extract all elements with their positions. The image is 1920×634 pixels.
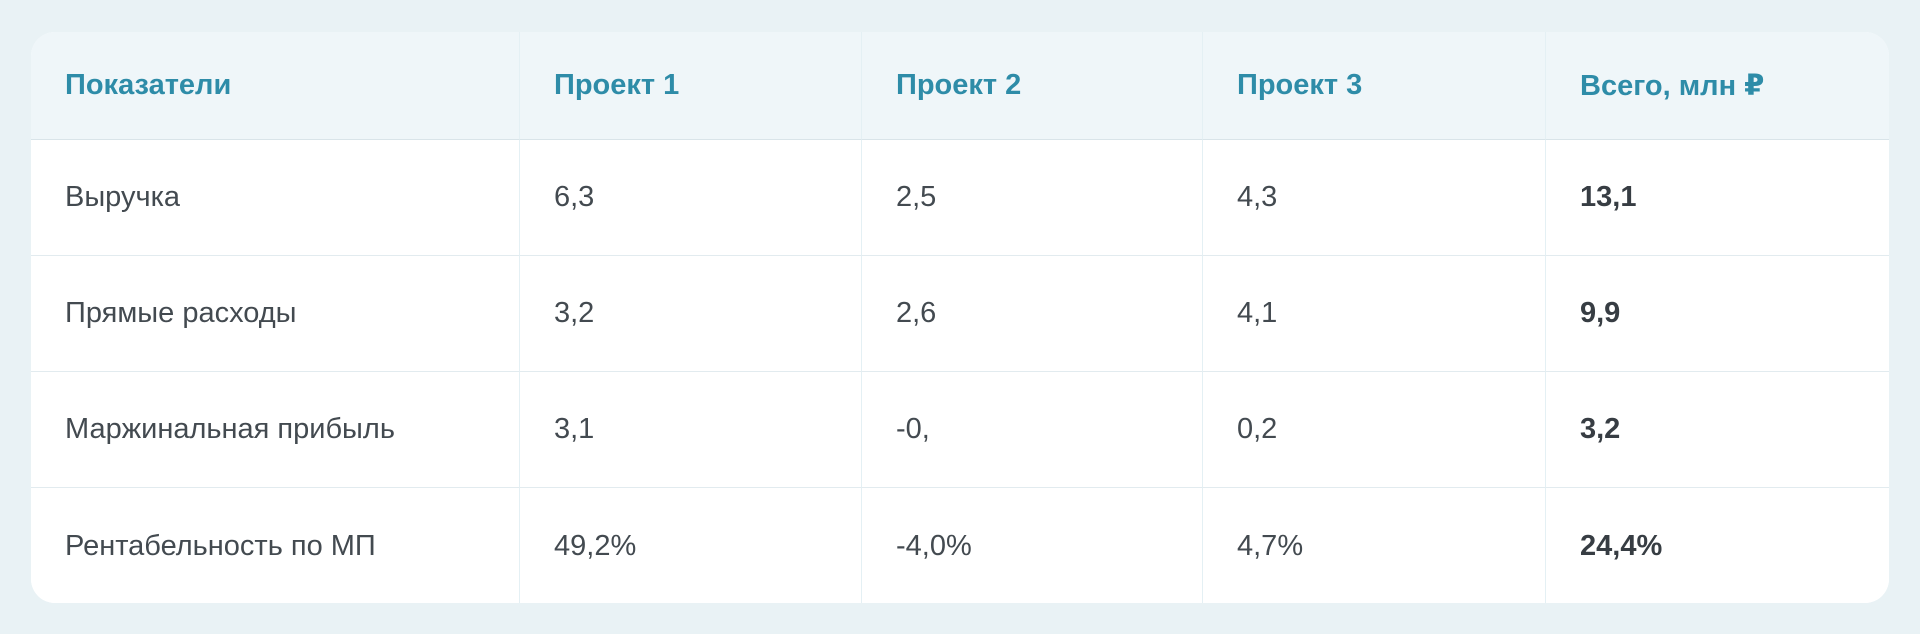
row-label: Прямые расходы xyxy=(31,256,519,372)
cell-project-3: 0,2 xyxy=(1202,372,1545,488)
table-row-mp-profitability: Рентабельность по МП 49,2% -4,0% 4,7% 24… xyxy=(31,488,1889,603)
col-header-project-3: Проект 3 xyxy=(1202,32,1545,140)
row-label: Маржинальная прибыль xyxy=(31,372,519,488)
indicators-table: Показатели Проект 1 Проект 2 Проект 3 Вс… xyxy=(31,32,1889,603)
cell-project-3: 4,7% xyxy=(1202,488,1545,603)
cell-project-2: -4,0% xyxy=(861,488,1202,603)
row-label: Рентабельность по МП xyxy=(31,488,519,603)
row-label: Выручка xyxy=(31,140,519,256)
cell-project-1: 6,3 xyxy=(519,140,861,256)
col-header-project-1: Проект 1 xyxy=(519,32,861,140)
cell-project-1: 49,2% xyxy=(519,488,861,603)
cell-total: 3,2 xyxy=(1545,372,1889,488)
cell-project-1: 3,2 xyxy=(519,256,861,372)
table-row-revenue: Выручка 6,3 2,5 4,3 13,1 xyxy=(31,140,1889,256)
header-row: Показатели Проект 1 Проект 2 Проект 3 Вс… xyxy=(31,32,1889,140)
cell-total: 9,9 xyxy=(1545,256,1889,372)
cell-project-3: 4,1 xyxy=(1202,256,1545,372)
cell-project-2: -0, xyxy=(861,372,1202,488)
table-row-marginal-profit: Маржинальная прибыль 3,1 -0, 0,2 3,2 xyxy=(31,372,1889,488)
cell-project-2: 2,6 xyxy=(861,256,1202,372)
col-header-total: Всего, млн ₽ xyxy=(1545,32,1889,140)
cell-total: 13,1 xyxy=(1545,140,1889,256)
col-header-project-2: Проект 2 xyxy=(861,32,1202,140)
cell-project-1: 3,1 xyxy=(519,372,861,488)
cell-total: 24,4% xyxy=(1545,488,1889,603)
indicators-table-card: Показатели Проект 1 Проект 2 Проект 3 Вс… xyxy=(31,32,1889,603)
col-header-indicators: Показатели xyxy=(31,32,519,140)
cell-project-3: 4,3 xyxy=(1202,140,1545,256)
table-header: Показатели Проект 1 Проект 2 Проект 3 Вс… xyxy=(31,32,1889,140)
table-row-direct-costs: Прямые расходы 3,2 2,6 4,1 9,9 xyxy=(31,256,1889,372)
cell-project-2: 2,5 xyxy=(861,140,1202,256)
table-body: Выручка 6,3 2,5 4,3 13,1 Прямые расходы … xyxy=(31,140,1889,603)
